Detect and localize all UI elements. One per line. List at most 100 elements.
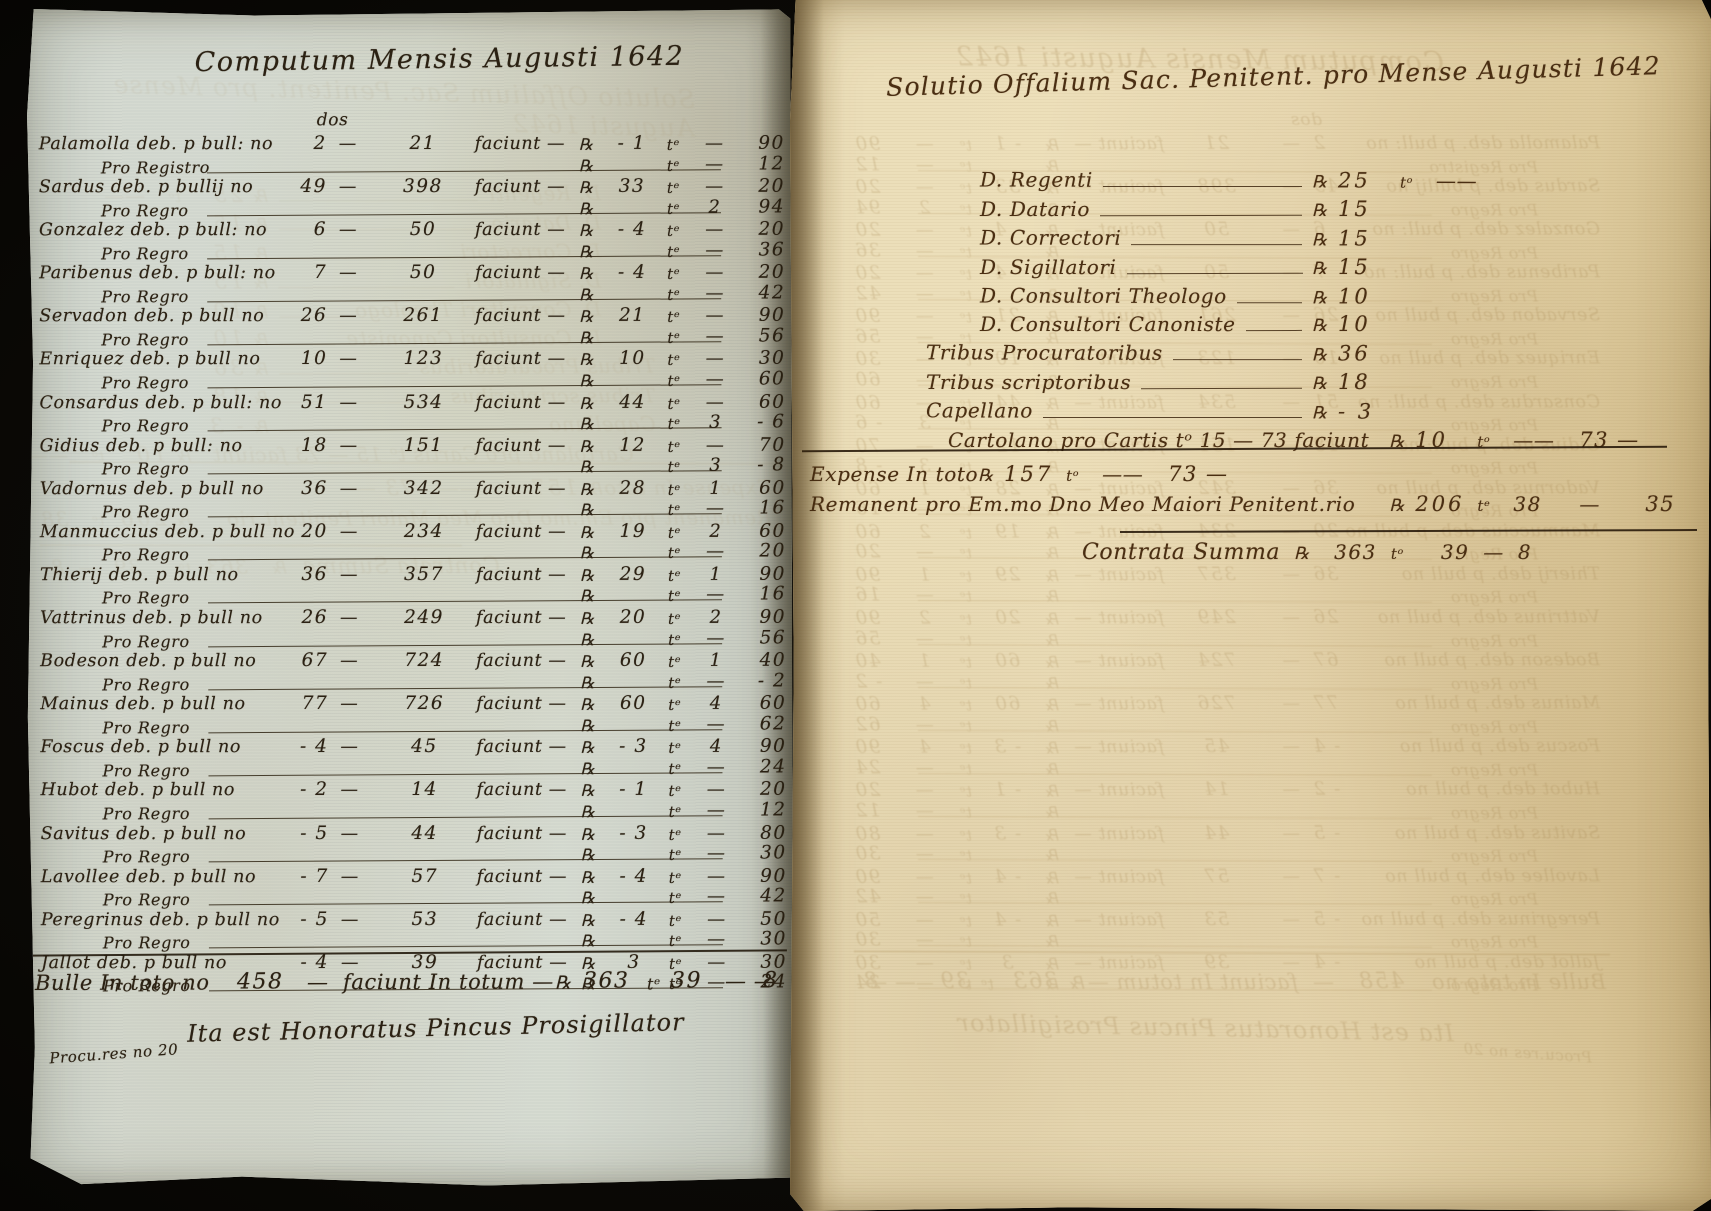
entry-registro-line: Pro Regro ℞ tᵉ — 62 [40,712,784,737]
signature: Ita est Honoratus Pincus Prosigillator [186,1008,685,1048]
scudi-symbol: ℞ [580,629,596,649]
faciunt-label: faciunt — [476,909,568,930]
scudi-symbol: ℞ [1311,403,1328,424]
ledger-entry: Gonzalez deb. p bull: no 6 — 50 faciunt … [39,217,783,262]
scudi-amount: 10 [619,347,646,369]
ledger-entry: Paribenus deb. p bull: no 7 — 50 faciunt… [39,260,783,305]
unit-symbol: tᵉ [668,888,682,907]
bull-total: 534 [403,391,444,413]
scudi-symbol: ℞ [580,694,596,714]
bull-total: 44 [411,822,438,844]
unit-value: — [706,778,727,800]
entry-main-line: Palamolla deb. p bull: no 2 — 21 faciunt… [39,132,783,154]
right-page: Computum Mensis Augusti 1642 dos Palamol… [790,0,1711,1211]
scudi-symbol: ℞ [579,327,595,347]
registro-unit-value: — [706,626,726,648]
debtor-name: Paribenus deb. p bull: no [39,262,276,284]
left-page-content: Computum Mensis Augusti 1642 dos Palamol… [24,7,793,1189]
remanent-unit-value: 38 [1513,492,1542,516]
unit-value: 1 [709,563,723,585]
registro-label: Pro Regro [102,846,191,866]
debtor-name: Bodeson deb. p bull no [40,650,257,671]
bull-total: 261 [403,304,444,326]
entry-main-line: Consardus deb. p bull: no 51 — 534 faciu… [39,390,783,412]
bull-count: - 7 [300,865,329,887]
dash: — [340,866,359,887]
registro-unit-value: — [706,756,727,778]
entry-registro-line: Pro Regro ℞ tᵉ — 56 [40,626,784,651]
expense-amount: 157 [1004,462,1054,486]
dash: —— [1435,168,1478,193]
ruled-line [207,168,721,172]
official-name: D. Datario [980,196,1090,221]
ledger-entry: Sardus deb. p bullij no 49 — 398 faciunt… [39,174,783,219]
payment-amount: 10 [1337,283,1371,309]
entry-main-line: Peregrinus deb. p bull no - 5 — 53 faciu… [41,907,785,929]
official-name: D. Sigillatori [980,254,1117,279]
ruled-line [207,384,721,388]
dash: — [338,133,357,154]
grand-total-row: Bulle In toto no 458 — faciunt In totum … [35,963,783,995]
scudi-amount: - 3 [619,821,648,843]
faciunt-label: faciunt In totum — [342,969,554,995]
bull-count: 26 [300,304,328,326]
faciunt-label: faciunt — [476,779,567,800]
ledger-entry: Thierij deb. p bull no 36 — 357 faciunt … [40,562,784,607]
expense-label: Expense In toto [810,462,979,486]
registro-label: Pro Regro [101,286,189,306]
unit-symbol: tᵉ [667,264,681,283]
leader-line [1126,272,1303,274]
entry-main-line: Bodeson deb. p bull no 67 — 724 faciunt … [40,649,784,671]
registro-unit-value: — [707,928,727,950]
expense-final: 73 — [1168,462,1229,486]
scudi-symbol: ℞ [579,436,595,456]
debtor-name: Gidius deb. p bull: no [39,435,243,456]
remanent-row: Remanent pro Em.mo Dno Meo Maiori Penite… [810,492,1674,522]
ledger-entry: Enriquez deb. p bull no 10 — 123 faciunt… [39,346,783,391]
scudi-symbol: ℞ [1312,258,1328,279]
payment-row: Tribus scriptoribus ℞ 18 [808,370,1572,399]
scudi-amount: - 4 [619,865,648,887]
registro-unit-value: — [705,325,726,347]
unit-symbol: tᵉ [668,609,682,628]
entry-registro-line: Pro Regro ℞ tᵉ 3 - 8 [40,454,784,479]
total-label: Bulle In toto no [34,970,210,995]
dash: — [339,564,359,585]
unit-value: 4 [709,735,723,757]
ruled-line [209,815,723,819]
payment-row: D. Datario ℞ 15 [808,197,1572,226]
payment-row: D. Regenti ℞ 25 tᵒ —— [808,167,1572,198]
payment-amount: 10 [1415,428,1448,453]
debtor-name: Savitus deb. p bull no [40,823,247,844]
dash: — [340,779,359,800]
ledger-entry: Lavollee deb. p bull no - 7 — 57 faciunt… [41,864,785,909]
registro-label: Pro Regro [101,587,190,608]
faciunt-label: faciunt — [475,392,566,413]
unit-symbol: tᵉ [666,178,680,197]
entry-main-line: Gonzalez deb. p bull: no 6 — 50 faciunt … [39,218,783,240]
debtor-name: Sardus deb. p bullij no [38,176,254,197]
remanent-label: Remanent pro Em.mo Dno Meo Maiori Penite… [810,492,1356,516]
dash: — [340,650,359,671]
registro-label: Pro Regro [100,200,189,220]
scudi-symbol: ℞ [978,466,994,486]
total-unit-value: 39 [670,968,703,994]
bull-count: 6 [313,218,328,240]
ruled-line [208,599,722,603]
bull-count: 18 [301,434,328,456]
scudi-symbol: ℞ [1312,200,1328,221]
entry-main-line: Servadon deb. p bull no 26 — 261 faciunt… [39,304,783,326]
unit-symbol: tᵒ [1477,433,1491,452]
unit-symbol: tᵉ [667,307,681,326]
entry-registro-line: Pro Regro ℞ tᵉ — 60 [39,367,783,392]
leader-line [1245,330,1303,332]
scudi-symbol: ℞ [580,930,596,951]
scudi-symbol: ℞ [579,393,595,413]
expense-total-row: Expense In toto ℞ 157 tᵒ —— 73 — [810,462,1554,492]
faciunt-label: faciunt — [476,736,567,757]
entry-registro-line: Pro Regro ℞ tᵉ — - 2 [40,669,784,694]
unit-symbol: tᵉ [667,371,681,390]
registro-unit-value: — [705,238,725,260]
bull-total: 357 [404,563,444,585]
registro-unit-value: — [706,885,727,907]
